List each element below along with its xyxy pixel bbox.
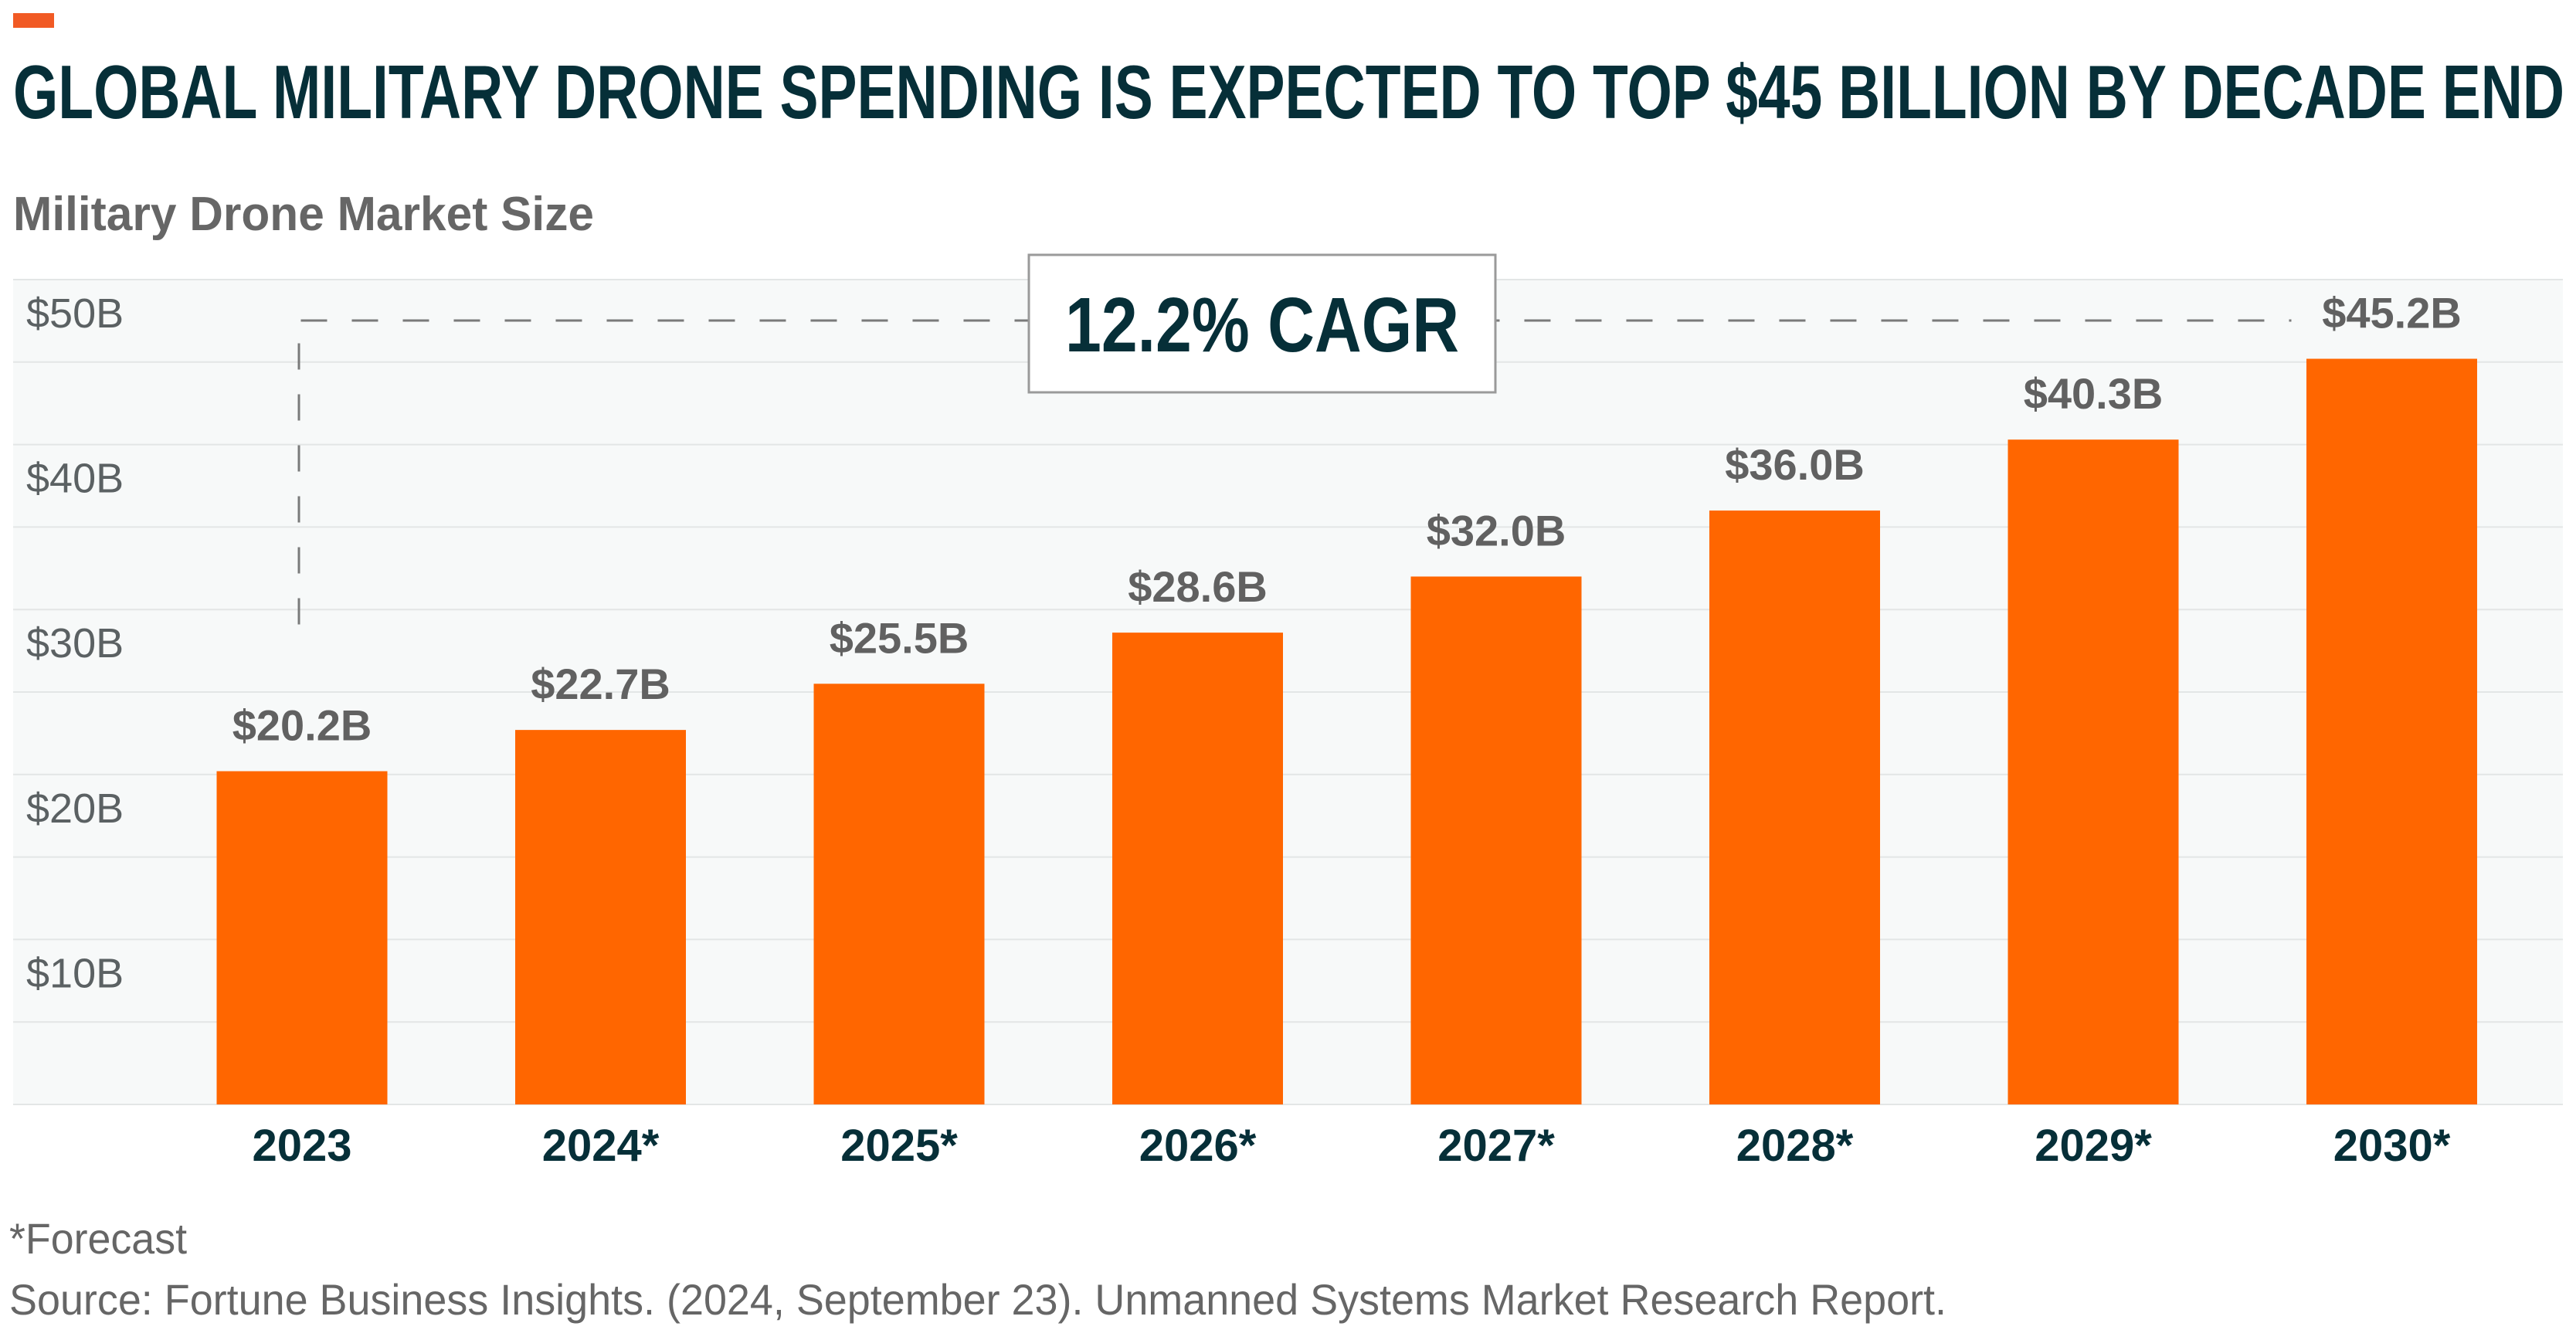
y-tick-label: $30B bbox=[26, 620, 124, 667]
x-tick-label: 2028* bbox=[1736, 1121, 1854, 1171]
value-labels: $20.2B $22.7B $25.5B $28.6B $32.0B $36.0B $40.… bbox=[232, 289, 2462, 750]
chart-title: GLOBAL MILITARY DRONE SPENDING IS EXPECT… bbox=[13, 49, 2564, 134]
bar bbox=[2008, 439, 2179, 1104]
bar bbox=[216, 771, 388, 1104]
x-tick-label: 2027* bbox=[1437, 1121, 1555, 1171]
bar bbox=[1410, 576, 1582, 1104]
bar bbox=[2306, 358, 2477, 1104]
bar-value-label: $25.5B bbox=[830, 613, 969, 662]
bar bbox=[515, 730, 686, 1104]
cagr-dashed-line bbox=[297, 319, 2292, 625]
y-tick-label: $10B bbox=[26, 950, 124, 996]
x-tick-label: 2029* bbox=[2035, 1121, 2152, 1171]
x-tick-label: 2024* bbox=[542, 1121, 660, 1171]
x-tick-label: 2025* bbox=[840, 1121, 958, 1171]
x-tick-label: 2026* bbox=[1139, 1121, 1257, 1171]
bar bbox=[1709, 511, 1880, 1104]
y-tick-label: $20B bbox=[26, 785, 124, 832]
y-tick-label: $40B bbox=[26, 456, 124, 502]
y-axis-ticks: $10B $20B $30B $40B $50B bbox=[26, 290, 124, 996]
bar-value-label: $45.2B bbox=[2322, 289, 2462, 338]
accent-bar bbox=[13, 13, 54, 28]
x-axis-ticks: 2023 2024* 2025* 2026* 2027* 2028* 2029* 2030* bbox=[252, 1121, 2450, 1171]
x-tick-label: 2023 bbox=[252, 1121, 351, 1171]
chart-subtitle: Military Drone Market Size bbox=[13, 188, 594, 241]
source-footnote: Source: Fortune Business Insights. (2024… bbox=[9, 1275, 1946, 1324]
bar-value-label: $36.0B bbox=[1725, 440, 1865, 489]
bar-value-label: $28.6B bbox=[1128, 562, 1268, 611]
x-tick-label: 2030* bbox=[2333, 1121, 2451, 1171]
bar-value-label: $40.3B bbox=[2024, 369, 2164, 418]
bar bbox=[1112, 633, 1283, 1104]
cagr-box bbox=[1027, 253, 1497, 394]
y-tick-label: $50B bbox=[26, 290, 124, 337]
bar-value-label: $20.2B bbox=[232, 701, 372, 750]
cagr-label: 12.2% CAGR bbox=[1065, 282, 1459, 368]
bar bbox=[813, 684, 985, 1104]
bar-value-label: $32.0B bbox=[1427, 506, 1566, 555]
forecast-footnote: *Forecast bbox=[9, 1214, 187, 1263]
bars bbox=[216, 358, 2477, 1104]
bar-value-label: $22.7B bbox=[531, 660, 670, 708]
cagr-annotation: 12.2% CAGR bbox=[1027, 253, 1497, 394]
